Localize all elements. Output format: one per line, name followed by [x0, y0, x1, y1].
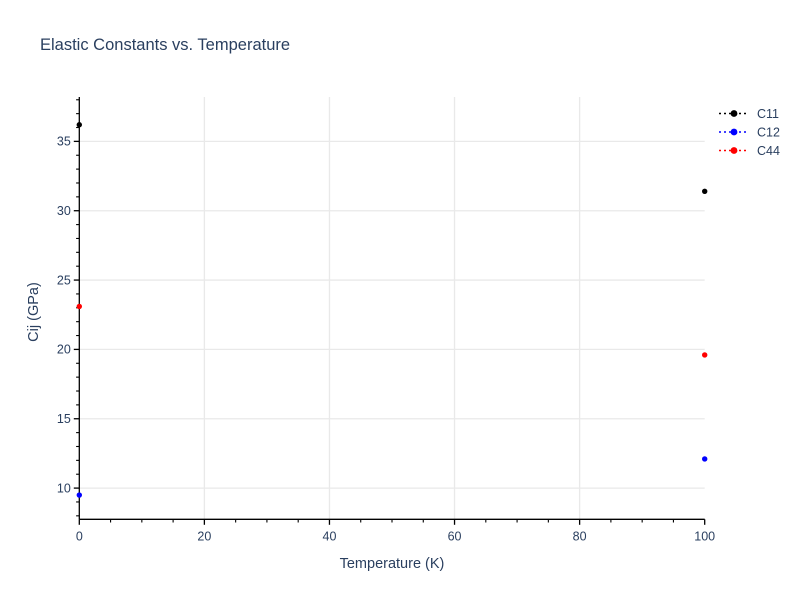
- y-tick-label-25: 25: [57, 273, 71, 287]
- chart-title: Elastic Constants vs. Temperature: [40, 36, 290, 54]
- y-tick-label-10: 10: [57, 481, 71, 495]
- data-point-C12-100K[interactable]: [702, 456, 708, 462]
- legend-marker-C12: [730, 128, 738, 136]
- x-tick-label-100: 100: [694, 529, 715, 543]
- legend-label-C11: C11: [757, 107, 779, 121]
- legend-item-C44[interactable]: C44: [719, 144, 780, 158]
- y-axis-title: Cij (GPa): [26, 282, 42, 342]
- x-axis-title: Temperature (K): [340, 556, 445, 572]
- x-tick-label-60: 60: [448, 529, 462, 543]
- data-point-C12-0K[interactable]: [76, 492, 83, 498]
- data-point-C44-100K[interactable]: [702, 352, 708, 358]
- data-point-C44-0K[interactable]: [76, 303, 83, 310]
- data-point-C11-100K[interactable]: [702, 188, 708, 195]
- x-tick-label-0: 0: [76, 529, 83, 543]
- y-tick-label-30: 30: [57, 204, 71, 218]
- legend-label-C12: C12: [757, 126, 780, 140]
- y-tick-label-20: 20: [57, 343, 71, 357]
- legend-item-C11[interactable]: C11: [719, 107, 779, 121]
- x-tick-label-80: 80: [573, 529, 587, 543]
- y-tick-label-35: 35: [57, 135, 71, 149]
- y-tick-label-15: 15: [57, 412, 71, 426]
- legend-marker-C44: [730, 147, 738, 154]
- legend-label-C44: C44: [757, 144, 780, 158]
- x-tick-label-20: 20: [197, 529, 211, 543]
- data-point-C11-0K[interactable]: [76, 122, 83, 128]
- legend-item-C12[interactable]: C12: [719, 126, 780, 140]
- legend-marker-C11: [730, 110, 738, 117]
- x-tick-label-40: 40: [323, 529, 337, 543]
